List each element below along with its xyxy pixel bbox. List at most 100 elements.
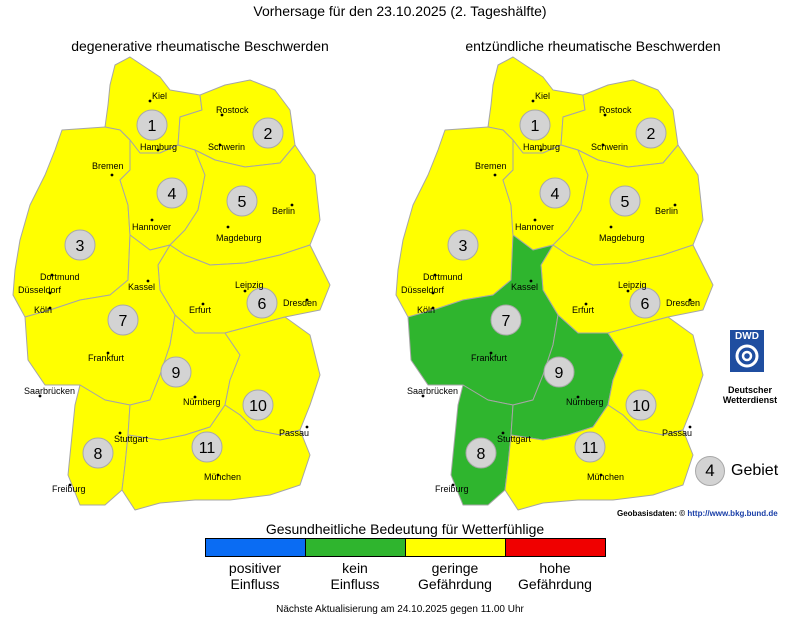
region-number: 4 (551, 186, 560, 203)
region-number: 3 (459, 238, 468, 255)
city-label: Bremen (92, 161, 124, 171)
city-dot (599, 473, 603, 477)
map-title-degenerative: degenerative rheumatische Beschwerden (71, 38, 329, 54)
region-number: 11 (582, 440, 599, 457)
city-dot (290, 203, 294, 207)
city-label: Kiel (152, 91, 167, 101)
region-circle (226, 185, 258, 217)
city-label: Erfurt (572, 305, 595, 315)
region-label-3: 3 (64, 229, 96, 261)
region-label-3: 3 (447, 229, 479, 261)
dwd-logo-abbr: DWD (735, 331, 759, 342)
region-label-2: 2 (635, 117, 667, 149)
legend-label-positive-line2: Einfluss (230, 576, 280, 592)
region-label-7: 7 (107, 304, 139, 336)
legend-label-none: kein Einfluss (305, 560, 405, 592)
city-dot (106, 351, 110, 355)
legend-swatch-low (405, 538, 506, 557)
map-inflammatory: 1 2 3 4 5 6 7 8 9 10 11 Kiel Rostock Hamburg Schwerin B… (395, 56, 714, 511)
city-dot (433, 273, 437, 277)
region-label-5: 5 (226, 185, 258, 217)
legend-label-low-line1: geringe (431, 560, 479, 576)
region-circle (160, 356, 192, 388)
city-label: Hannover (132, 222, 171, 232)
dwd-name-line1: Deutscher (727, 385, 772, 395)
region-number: 4 (168, 186, 177, 203)
region-circle (64, 229, 96, 261)
region-label-1: 1 (519, 109, 551, 141)
region-label-8: 8 (82, 437, 114, 469)
city-label: Hamburg (140, 142, 177, 152)
city-label: Rostock (216, 105, 249, 115)
geodata-label: Geobasisdaten: © (617, 509, 686, 518)
region-circle (136, 109, 168, 141)
city-dot (584, 302, 588, 306)
geodata-credit: Geobasisdaten: © http://www.bkg.bund.de (617, 509, 778, 518)
city-label: Nürnberg (566, 397, 604, 407)
city-dot (305, 425, 309, 429)
city-label: Frankfurt (471, 353, 508, 363)
region-circle (625, 389, 657, 421)
city-dot (529, 279, 533, 283)
city-label: Erfurt (189, 305, 212, 315)
city-label: Leipzig (618, 280, 647, 290)
legend-label-none-line2: Einfluss (330, 576, 380, 592)
city-dot (626, 289, 630, 293)
city-label: Magdeburg (216, 233, 262, 243)
city-label: Hannover (515, 222, 554, 232)
city-label: Bremen (475, 161, 507, 171)
city-label: Köln (34, 305, 52, 315)
legend-label-positive-line1: positiver (228, 560, 282, 576)
city-dot (601, 143, 605, 147)
region-label-1: 1 (136, 109, 168, 141)
region-label-7: 7 (490, 304, 522, 336)
city-label: Schwerin (208, 142, 245, 152)
geodata-link[interactable]: http://www.bkg.bund.de (687, 509, 778, 518)
city-label: Saarbrücken (24, 386, 75, 396)
city-label: Kassel (511, 282, 538, 292)
region-circle (574, 431, 606, 463)
region-circle (242, 389, 274, 421)
city-dot (305, 298, 309, 302)
region-sample-circle: 4 (695, 456, 725, 486)
region-label-4: 4 (156, 177, 188, 209)
region-circle (539, 177, 571, 209)
region-circle (519, 109, 551, 141)
city-dot (118, 431, 122, 435)
city-label: Magdeburg (599, 233, 645, 243)
region-label-9: 9 (543, 356, 575, 388)
region-circle (635, 117, 667, 149)
city-label: Kassel (128, 282, 155, 292)
legend-title: Gesundheitliche Bedeutung für Wetterfühl… (265, 521, 545, 537)
region-number: 11 (199, 440, 216, 457)
city-dot (150, 218, 154, 222)
city-label: München (204, 472, 241, 482)
region-circle (82, 437, 114, 469)
region-label-11: 11 (191, 431, 223, 463)
city-dot (226, 225, 230, 229)
region-number: 2 (264, 126, 273, 143)
legend-label-none-line1: kein (342, 560, 368, 576)
region-label-6: 6 (629, 287, 661, 319)
city-dot (156, 148, 160, 152)
region-number: 9 (172, 365, 181, 382)
city-dot (243, 289, 247, 293)
city-dot (673, 203, 677, 207)
city-dot (688, 298, 692, 302)
city-dot (421, 394, 425, 398)
city-dot (38, 394, 42, 398)
legend-swatch-none (305, 538, 406, 557)
city-dot (201, 302, 205, 306)
region-number: 5 (621, 194, 630, 211)
region-number: 10 (249, 398, 267, 415)
region-number: 10 (632, 398, 650, 415)
city-label: Passau (662, 428, 692, 438)
city-label: Stuttgart (114, 434, 149, 444)
dwd-swirl-icon (735, 344, 759, 368)
region-circle (609, 185, 641, 217)
city-label: Düsseldorf (401, 285, 445, 295)
region-number: 7 (502, 313, 511, 330)
city-label: München (587, 472, 624, 482)
region-circle (252, 117, 284, 149)
region-label-6: 6 (246, 287, 278, 319)
